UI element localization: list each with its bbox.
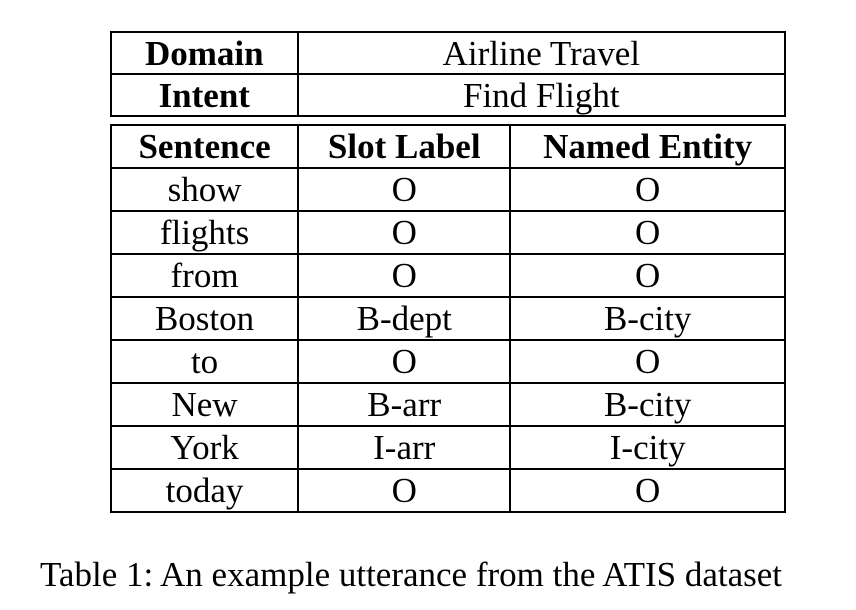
intent-row: Intent Find Flight [110,73,787,117]
sentence-cell: to [109,339,300,384]
sentence-cell: flights [109,210,300,255]
table-row: show O O [109,167,786,212]
named-entity-cell: B-city [509,382,786,427]
table-header-row: Sentence Slot Label Named Entity [109,124,786,169]
sentence-cell: show [109,167,300,212]
slot-label-cell: B-arr [297,382,512,427]
domain-label: Domain [110,31,299,75]
slot-label-cell: O [297,253,512,298]
slot-label-table: Sentence Slot Label Named Entity show O … [109,124,786,513]
slot-label-cell: O [297,210,512,255]
sentence-cell: today [109,468,300,513]
intent-value: Find Flight [296,73,787,117]
header-sentence: Sentence [109,124,300,169]
named-entity-cell: O [509,167,786,212]
named-entity-cell: I-city [509,425,786,470]
slot-label-cell: I-arr [297,425,512,470]
named-entity-cell: B-city [509,296,786,341]
intent-label: Intent [110,73,299,117]
named-entity-cell: O [509,253,786,298]
sentence-cell: York [109,425,300,470]
named-entity-cell: O [509,339,786,384]
header-slot-label: Slot Label [297,124,512,169]
header-named-entity: Named Entity [509,124,786,169]
slot-label-cell: O [297,339,512,384]
domain-intent-table: Domain Airline Travel Intent Find Flight [110,31,787,117]
slot-label-cell: O [297,167,512,212]
sentence-cell: New [109,382,300,427]
sentence-cell: Boston [109,296,300,341]
named-entity-cell: O [509,210,786,255]
domain-value: Airline Travel [296,31,787,75]
table-caption: Table 1: An example utterance from the A… [40,555,783,594]
sentence-cell: from [109,253,300,298]
table-row: flights O O [109,210,786,255]
table-row: today O O [109,468,786,513]
named-entity-cell: O [509,468,786,513]
table-row: York I-arr I-city [109,425,786,470]
domain-row: Domain Airline Travel [110,31,787,75]
table-row: New B-arr B-city [109,382,786,427]
table-row: to O O [109,339,786,384]
table-row: Boston B-dept B-city [109,296,786,341]
table-row: from O O [109,253,786,298]
slot-label-cell: O [297,468,512,513]
slot-label-cell: B-dept [297,296,512,341]
